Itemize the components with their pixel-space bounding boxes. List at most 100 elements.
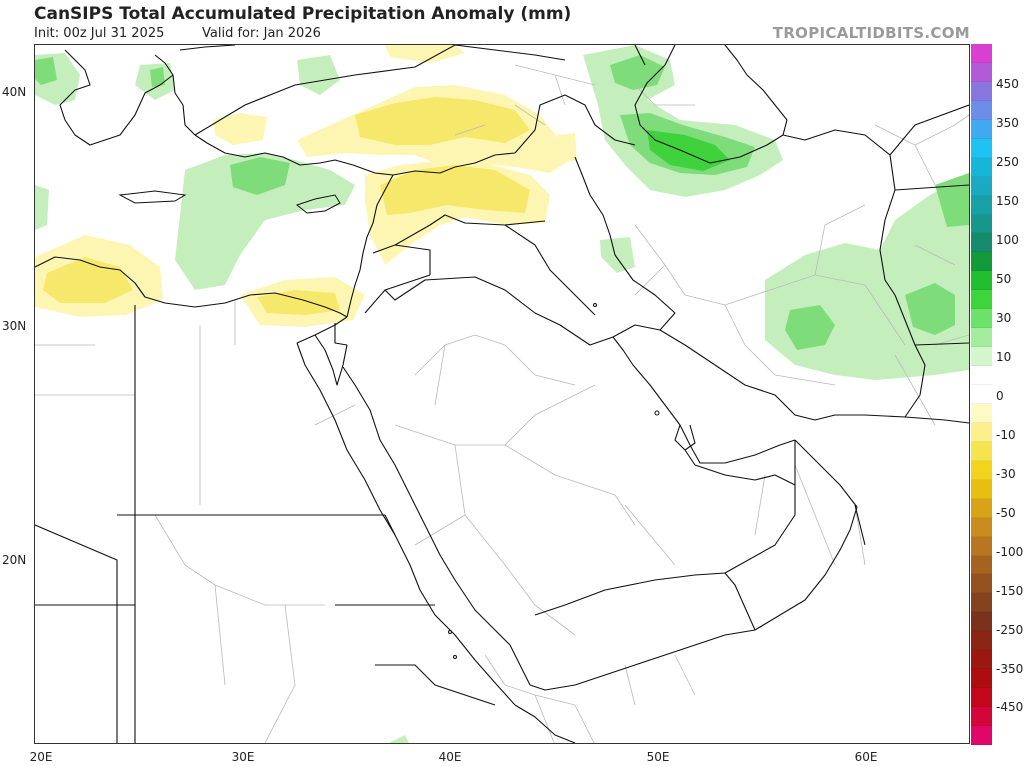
colorbar-swatch <box>971 309 992 329</box>
coastlines-and-borders <box>35 45 969 743</box>
colorbar-swatch <box>971 347 992 367</box>
valid-time: Valid for: Jan 2026 <box>202 26 321 41</box>
strong-negative-anomaly-region <box>355 97 530 145</box>
positive-anomaly-region <box>765 175 969 380</box>
coastline <box>296 342 516 706</box>
colorbar-swatch <box>971 385 992 404</box>
positive-anomaly-region <box>389 735 409 743</box>
coastline <box>342 366 531 686</box>
island-dot <box>654 410 660 416</box>
map-canvas[interactable] <box>35 45 969 743</box>
positive-anomaly-region <box>35 185 49 230</box>
peak-positive-anomaly-region <box>647 130 730 171</box>
colorbar-swatch <box>971 460 992 480</box>
colorbar-swatch <box>971 422 992 442</box>
national-border <box>889 104 969 346</box>
strong-positive-anomaly-region <box>610 55 665 90</box>
colorbar-label: 30 <box>996 311 1012 325</box>
lon-label-30e: 30E <box>231 750 255 764</box>
colorbar-label: 50 <box>996 272 1012 286</box>
colorbar-swatch <box>971 707 992 727</box>
admin-border <box>414 334 576 406</box>
colorbar-swatch <box>971 555 992 575</box>
colorbar-swatch <box>971 403 992 423</box>
admin-border <box>634 204 906 386</box>
colorbar-swatch <box>971 100 992 120</box>
cyprus-island <box>295 194 341 214</box>
coastline <box>346 152 516 318</box>
strong-positive-anomaly-region <box>905 283 955 335</box>
lat-label-30n: 30N <box>2 319 27 333</box>
lat-label-40n: 40N <box>2 85 27 99</box>
crete-island <box>118 190 187 204</box>
colorbar-swatch <box>971 631 992 651</box>
colorbar-swatch <box>971 214 992 234</box>
strong-positive-anomaly-region <box>230 157 290 195</box>
colorbar-swatch <box>971 195 992 215</box>
colorbar <box>971 44 992 745</box>
positive-anomaly-region <box>175 153 355 290</box>
colorbar-label: -450 <box>996 700 1024 714</box>
map-panel[interactable] <box>34 44 970 744</box>
island-dot <box>453 655 457 659</box>
national-border <box>684 449 796 486</box>
admin-border <box>454 64 695 136</box>
coastline <box>59 49 196 146</box>
strong-negative-anomaly-region <box>257 290 340 315</box>
national-border <box>574 156 676 331</box>
anomaly-fill-layer <box>35 45 969 743</box>
lon-label-50e: 50E <box>646 750 670 764</box>
national-border <box>194 45 456 136</box>
colorbar-swatch <box>971 366 992 386</box>
admin-border <box>874 114 969 426</box>
colorbar-label: 10 <box>996 350 1012 364</box>
colorbar-swatch <box>971 233 992 253</box>
colorbar-label: -150 <box>996 584 1024 598</box>
colorbar-swatch <box>971 688 992 708</box>
coastline <box>612 336 796 464</box>
coastline <box>634 45 788 164</box>
national-border <box>534 440 796 631</box>
colorbar-swatch <box>971 593 992 613</box>
colorbar-swatch <box>971 441 992 461</box>
coastline <box>179 45 566 61</box>
colorbar-swatch <box>971 612 992 632</box>
national-border <box>35 514 496 706</box>
national-border <box>384 224 614 346</box>
colorbar-label: -250 <box>996 623 1024 637</box>
coastline <box>612 324 969 424</box>
coastline <box>674 424 696 451</box>
admin-border <box>484 654 696 743</box>
island-dot <box>448 630 452 634</box>
colorbar-label: 100 <box>996 233 1019 247</box>
national-border <box>634 45 866 546</box>
colorbar-label: -50 <box>996 506 1016 520</box>
colorbar-swatch <box>971 62 992 82</box>
colorbar-swatch <box>971 650 992 670</box>
island-dot <box>593 303 597 307</box>
coastline <box>296 316 348 386</box>
colorbar-swatch <box>971 176 992 196</box>
colorbar-label: 250 <box>996 155 1019 169</box>
colorbar-label: 450 <box>996 77 1019 91</box>
colorbar-swatch <box>971 328 992 348</box>
colorbar-swatch <box>971 536 992 556</box>
positive-anomaly-region <box>600 237 635 273</box>
colorbar-label: 150 <box>996 194 1019 208</box>
admin-border <box>394 384 676 636</box>
colorbar-swatch <box>971 81 992 101</box>
colorbar-label: -30 <box>996 467 1016 481</box>
national-border <box>782 129 926 418</box>
admin-border <box>154 514 325 743</box>
colorbar-swatch <box>971 498 992 518</box>
colorbar-swatch <box>971 669 992 689</box>
colorbar-label: 0 <box>996 389 1004 403</box>
coastline <box>35 256 348 318</box>
negative-anomaly-region <box>213 113 267 145</box>
colorbar-swatch <box>971 479 992 499</box>
positive-anomaly-region <box>297 55 340 95</box>
lon-label-40e: 40E <box>438 750 462 764</box>
colorbar-swatch <box>971 138 992 158</box>
national-border <box>514 94 636 154</box>
colorbar-label: -10 <box>996 428 1016 442</box>
